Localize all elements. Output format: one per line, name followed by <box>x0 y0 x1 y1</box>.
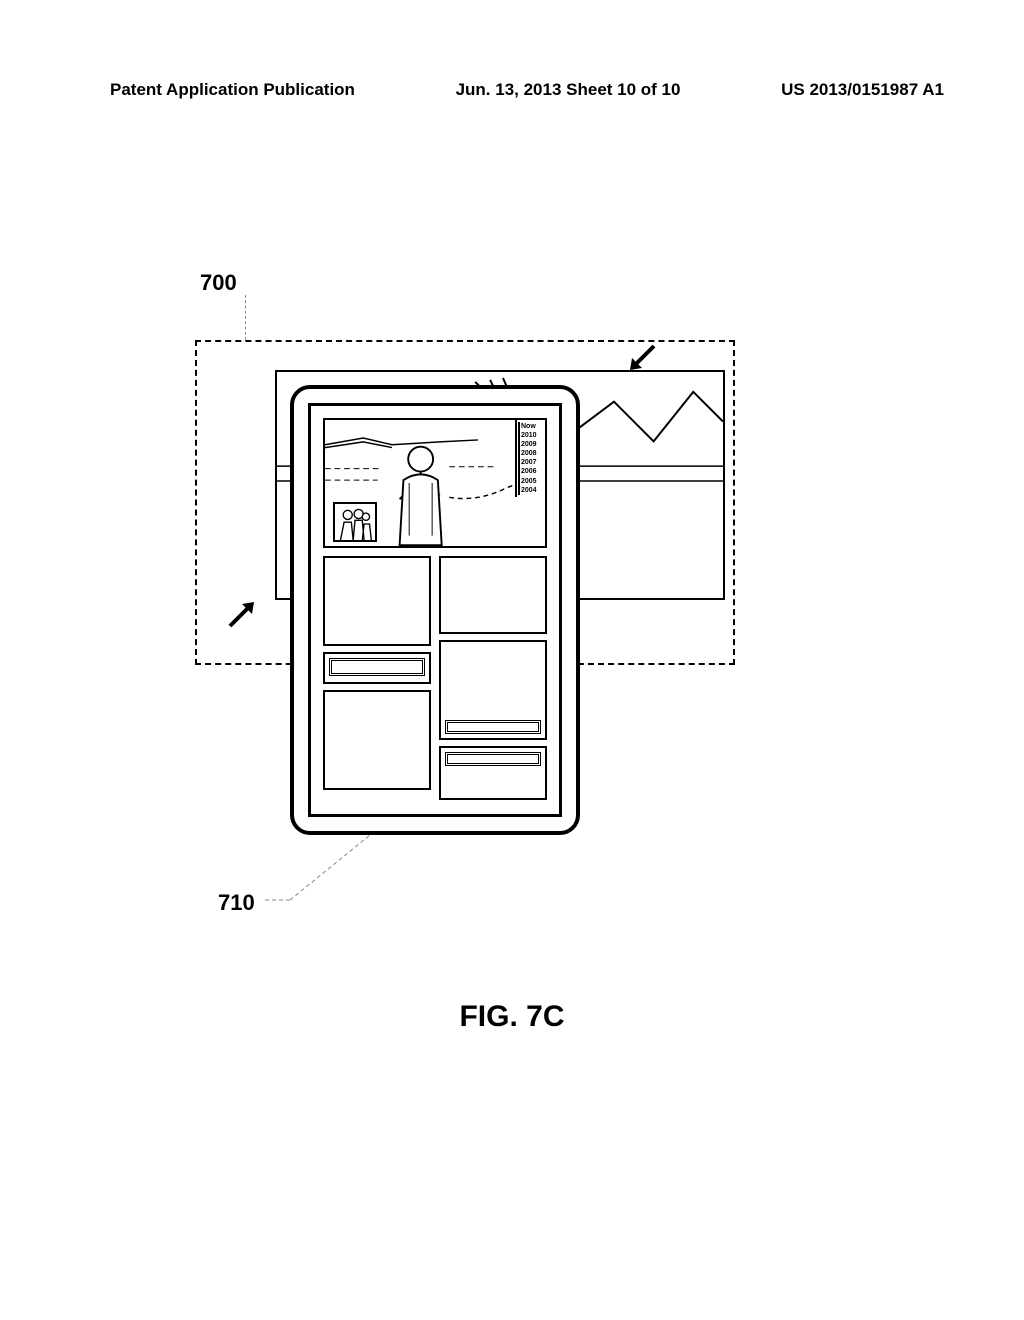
content-tile[interactable] <box>439 746 547 800</box>
year-item[interactable]: 2009 <box>518 440 544 449</box>
year-item[interactable]: 2007 <box>518 458 544 467</box>
content-tile[interactable] <box>323 690 431 790</box>
year-item[interactable]: 2005 <box>518 477 544 486</box>
content-tile[interactable] <box>323 652 431 684</box>
header-patent-number: US 2013/0151987 A1 <box>781 80 944 100</box>
group-people-icon <box>335 504 375 540</box>
content-tile[interactable] <box>323 556 431 646</box>
year-timeline-list[interactable]: Now 2010 2009 2008 2007 2006 2005 2004 <box>515 420 545 497</box>
year-item[interactable]: Now <box>518 422 544 431</box>
leader-line-710 <box>260 830 380 910</box>
reference-number-700: 700 <box>200 270 237 296</box>
left-column <box>323 556 431 802</box>
page-header: Patent Application Publication Jun. 13, … <box>0 80 1024 100</box>
cover-photo-area: Now 2010 2009 2008 2007 2006 2005 2004 <box>323 418 547 548</box>
right-column <box>439 556 547 802</box>
tile-inner-bar <box>329 658 425 676</box>
pinch-arrow-in-icon <box>228 600 256 628</box>
tile-inner-bar <box>445 720 541 734</box>
tablet-screen[interactable]: Now 2010 2009 2008 2007 2006 2005 2004 <box>308 403 562 817</box>
header-publication: Patent Application Publication <box>110 80 355 100</box>
content-tile[interactable] <box>439 640 547 740</box>
pinch-arrow-in-icon <box>628 344 656 372</box>
tile-inner-bar <box>445 752 541 766</box>
figure-caption: FIG. 7C <box>0 1000 1024 1034</box>
reference-number-710: 710 <box>218 890 255 916</box>
profile-thumbnail[interactable] <box>333 502 377 542</box>
tablet-device-710: Now 2010 2009 2008 2007 2006 2005 2004 <box>290 385 580 835</box>
header-date-sheet: Jun. 13, 2013 Sheet 10 of 10 <box>456 80 681 100</box>
content-tiles <box>323 556 547 802</box>
year-item[interactable]: 2006 <box>518 467 544 476</box>
leader-line-700 <box>245 295 247 340</box>
year-item[interactable]: 2008 <box>518 449 544 458</box>
content-tile[interactable] <box>439 556 547 634</box>
year-item[interactable]: 2010 <box>518 431 544 440</box>
year-item[interactable]: 2004 <box>518 486 544 495</box>
